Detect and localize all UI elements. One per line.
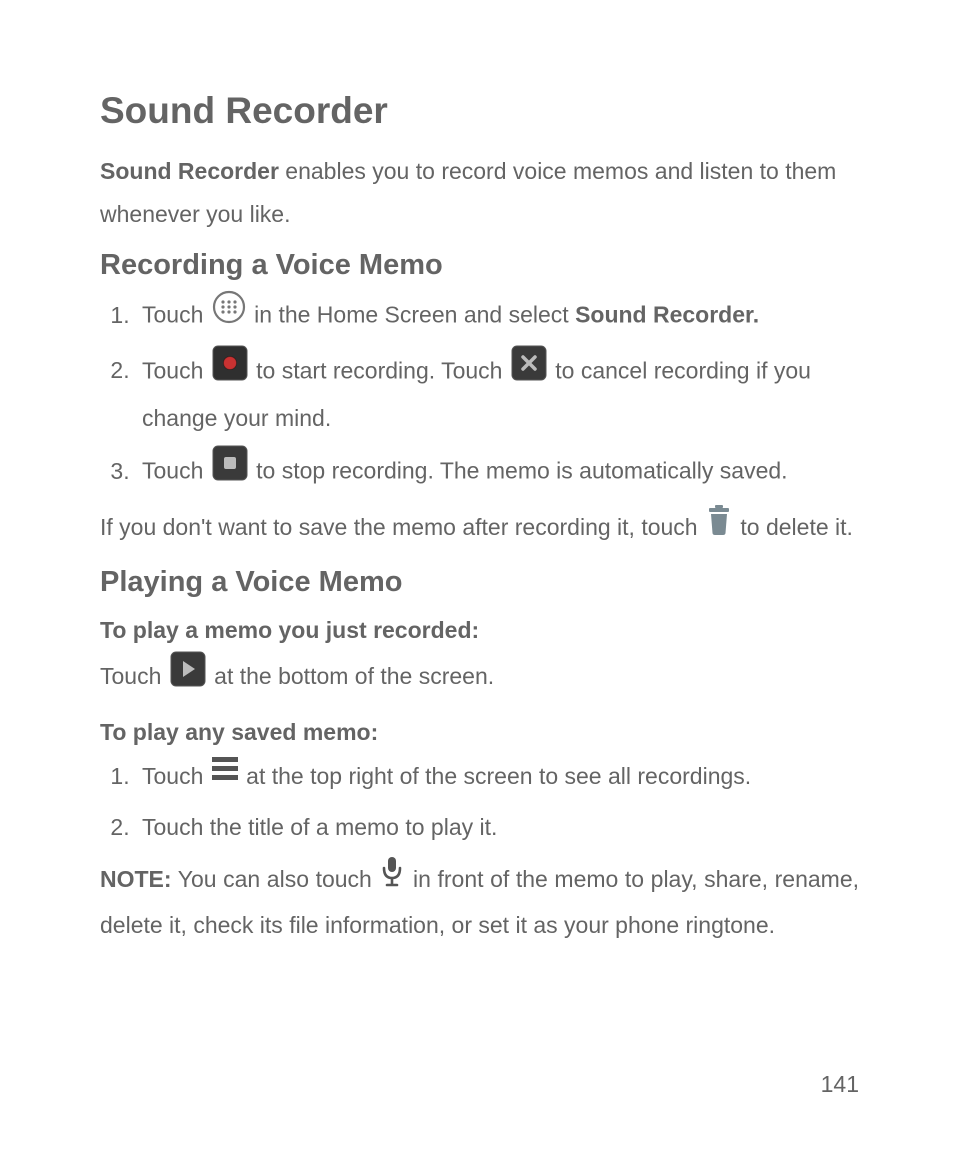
- list-item: Touch to stop recording. The memo is aut…: [136, 447, 859, 498]
- step1-bold: Sound Recorder.: [575, 302, 759, 328]
- section1-heading: Recording a Voice Memo: [100, 249, 859, 282]
- cancel-x-icon: [511, 345, 547, 396]
- s2-step1-a: Touch: [142, 763, 210, 789]
- step2-text-b: to start recording. Touch: [250, 357, 509, 383]
- list-item: Touch at the top right of the screen to …: [136, 755, 859, 800]
- sub1-text-b: at the bottom of the screen.: [208, 663, 494, 689]
- play-icon: [170, 651, 206, 701]
- trash-icon: [706, 504, 732, 550]
- list-menu-icon: [212, 754, 238, 799]
- record-icon: [212, 345, 248, 396]
- page-number: 141: [821, 1071, 859, 1098]
- microphone-icon: [380, 856, 404, 902]
- step3-text-a: Touch: [142, 458, 210, 484]
- note-paragraph: NOTE: You can also touch in front of the…: [100, 858, 859, 946]
- after-text-a: If you don't want to save the memo after…: [100, 514, 704, 540]
- section2-steps: Touch at the top right of the screen to …: [100, 755, 859, 850]
- sub1-line: Touch at the bottom of the screen.: [100, 653, 859, 703]
- step1-text-a: Touch: [142, 302, 210, 328]
- intro-bold: Sound Recorder: [100, 158, 279, 184]
- stop-icon: [212, 445, 248, 496]
- intro-paragraph: Sound Recorder enables you to record voi…: [100, 150, 859, 235]
- list-item: Touch the title of a memo to play it.: [136, 806, 859, 850]
- s2-step2: Touch the title of a memo to play it.: [142, 814, 497, 840]
- section2-heading: Playing a Voice Memo: [100, 566, 859, 599]
- page-title: Sound Recorder: [100, 90, 859, 132]
- apps-grid-icon: [212, 290, 246, 339]
- sub2-heading: To play any saved memo:: [100, 711, 859, 754]
- note-a: You can also touch: [172, 866, 379, 892]
- section1-steps: Touch in the Home Screen and select Soun…: [100, 292, 859, 498]
- section1-after: If you don't want to save the memo after…: [100, 506, 859, 552]
- after-text-b: to delete it.: [734, 514, 853, 540]
- sub1-heading: To play a memo you just recorded:: [100, 609, 859, 652]
- list-item: Touch in the Home Screen and select Soun…: [136, 292, 859, 341]
- step2-text-a: Touch: [142, 357, 210, 383]
- step3-text-b: to stop recording. The memo is automatic…: [250, 458, 788, 484]
- list-item: Touch to start recording. Touch to cance…: [136, 347, 859, 441]
- document-page: Sound Recorder Sound Recorder enables yo…: [0, 0, 954, 1153]
- step1-text-b: in the Home Screen and select: [248, 302, 575, 328]
- s2-step1-b: at the top right of the screen to see al…: [240, 763, 751, 789]
- sub1-text-a: Touch: [100, 663, 168, 689]
- note-bold: NOTE:: [100, 866, 172, 892]
